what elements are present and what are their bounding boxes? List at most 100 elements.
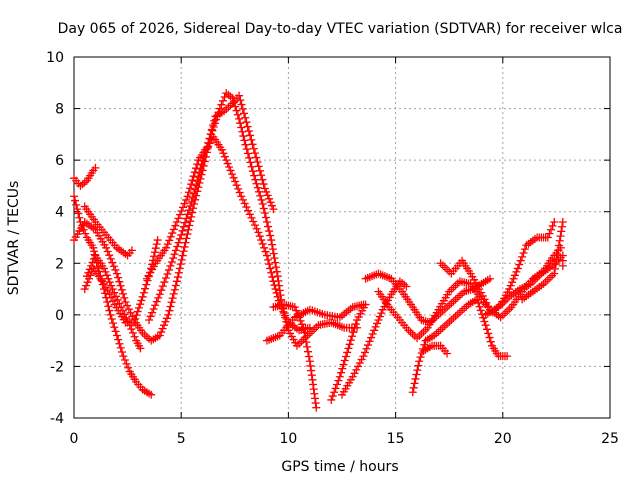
data-point xyxy=(261,247,270,256)
data-point xyxy=(196,164,205,173)
data-point xyxy=(132,311,141,320)
data-point xyxy=(554,246,563,255)
data-point xyxy=(173,242,182,251)
data-point xyxy=(337,368,346,377)
data-point xyxy=(374,316,383,325)
data-point xyxy=(187,180,196,189)
data-point xyxy=(116,281,125,290)
series-sat-r xyxy=(481,251,567,319)
data-point xyxy=(260,243,269,252)
data-point xyxy=(402,282,411,291)
data-point xyxy=(114,273,123,282)
data-point xyxy=(267,268,276,277)
data-point xyxy=(151,301,160,310)
data-point xyxy=(191,164,200,173)
data-point xyxy=(239,132,248,141)
data-point xyxy=(475,302,484,311)
data-point xyxy=(124,305,133,314)
data-point xyxy=(414,361,423,370)
data-point xyxy=(264,222,273,231)
data-point xyxy=(420,340,429,349)
data-point xyxy=(270,281,279,290)
y-tick-label: 10 xyxy=(46,50,64,66)
data-point xyxy=(515,260,524,269)
data-point xyxy=(241,113,250,122)
data-point xyxy=(476,306,485,315)
data-point xyxy=(484,302,493,311)
data-point xyxy=(190,189,199,198)
data-point xyxy=(340,356,349,365)
data-point xyxy=(410,379,419,388)
data-point xyxy=(115,277,124,286)
data-point xyxy=(482,325,491,334)
data-point xyxy=(105,278,114,287)
data-point xyxy=(371,322,380,331)
data-point xyxy=(106,310,115,319)
series-sat-d xyxy=(82,251,145,353)
data-point xyxy=(350,369,359,378)
data-point xyxy=(242,118,251,127)
data-point xyxy=(188,176,197,185)
data-point xyxy=(408,388,417,397)
data-point xyxy=(238,127,247,136)
data-point xyxy=(155,290,164,299)
data-point xyxy=(362,344,371,353)
data-point xyxy=(416,353,425,362)
data-point xyxy=(415,357,424,366)
data-point xyxy=(113,295,122,304)
data-point xyxy=(302,338,311,347)
data-point xyxy=(164,310,173,319)
data-point xyxy=(260,209,269,218)
data-point xyxy=(335,372,344,381)
data-point xyxy=(149,252,158,261)
data-point xyxy=(255,166,264,175)
data-point xyxy=(260,184,269,193)
y-tick-label: 8 xyxy=(55,102,64,118)
data-point xyxy=(236,96,245,105)
data-point xyxy=(508,278,517,287)
data-point xyxy=(258,239,267,248)
data-point xyxy=(296,316,305,325)
data-point xyxy=(166,232,175,241)
data-point xyxy=(243,122,252,131)
data-point xyxy=(130,318,139,327)
x-tick-label: 10 xyxy=(279,431,297,447)
data-point xyxy=(194,173,203,182)
data-point xyxy=(174,238,183,247)
data-point xyxy=(265,227,274,236)
data-point xyxy=(360,348,369,357)
data-point xyxy=(102,271,111,280)
data-point xyxy=(503,352,512,361)
data-point xyxy=(120,355,129,364)
data-point xyxy=(169,289,178,298)
data-point xyxy=(116,343,125,352)
data-point xyxy=(243,149,252,158)
data-point xyxy=(139,288,148,297)
data-point xyxy=(505,285,514,294)
data-point xyxy=(133,307,142,316)
data-point xyxy=(189,172,198,181)
data-point xyxy=(269,205,278,214)
data-point xyxy=(167,298,176,307)
data-point xyxy=(485,274,494,283)
data-point xyxy=(177,206,186,215)
data-point xyxy=(233,110,242,119)
data-point xyxy=(184,188,193,197)
data-point xyxy=(259,180,268,189)
x-tick-label: 15 xyxy=(387,431,405,447)
data-point xyxy=(242,145,251,154)
data-point xyxy=(217,145,226,154)
data-point xyxy=(473,295,482,304)
data-point xyxy=(253,183,262,192)
data-point xyxy=(119,352,128,361)
data-point xyxy=(146,312,155,321)
data-point xyxy=(168,294,177,303)
data-point xyxy=(124,363,133,372)
data-point xyxy=(249,217,258,226)
data-point xyxy=(181,238,190,247)
data-point xyxy=(187,197,196,206)
data-point xyxy=(550,218,559,227)
data-point xyxy=(105,306,114,315)
data-point xyxy=(330,388,339,397)
y-tick-label: 4 xyxy=(55,205,64,221)
